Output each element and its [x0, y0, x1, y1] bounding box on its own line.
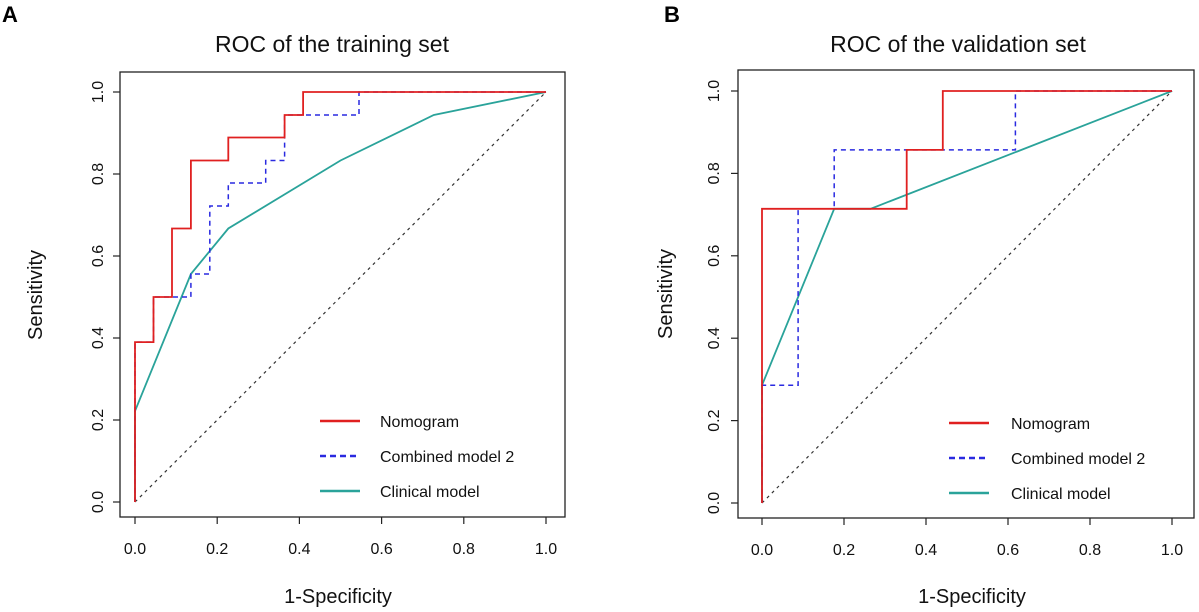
x-tick-label-a: 0.2 — [206, 541, 228, 558]
x-axis-label-b: 1-Specificity — [918, 586, 1026, 608]
series-group-b — [761, 90, 1173, 503]
reference-line-b — [761, 90, 1173, 504]
y-tick-label-b: 0.8 — [706, 162, 723, 184]
y-ticks-b: 0.0 0.2 0.4 0.6 0.8 1.0 — [706, 80, 738, 514]
reference-diagonal-b — [761, 90, 1173, 504]
y-tick-label-a: 0.8 — [90, 163, 107, 185]
panel-a: A ROC of the training set 0.0 0.2 0.4 0.6 0.… — [2, 2, 566, 608]
y-tick-label-a: 0.6 — [90, 245, 107, 267]
series-group-a — [134, 91, 547, 502]
x-tick-label-a: 0.8 — [453, 541, 475, 558]
x-tick-label-a: 0.4 — [288, 541, 310, 558]
panel-letter-b: B — [664, 2, 680, 27]
legend-label-nomogram-a: Nomogram — [380, 414, 459, 431]
x-tick-label-b: 0.4 — [915, 542, 937, 559]
y-axis-label-b: Sensitivity — [655, 249, 677, 339]
y-tick-label-a: 0.4 — [90, 327, 107, 349]
legend-label-clinical-model-a: Clinical model — [380, 484, 480, 501]
series-line-nomogram-a — [134, 91, 546, 502]
x-tick-label-a: 0.0 — [124, 541, 146, 558]
legend-a: Nomogram Combined model 2 Clinical model — [320, 414, 514, 501]
legend-label-combined-model-2-a: Combined model 2 — [380, 449, 514, 466]
y-ticks-a: 0.0 0.2 0.4 0.6 0.8 1.0 — [90, 81, 120, 513]
x-tick-label-b: 1.0 — [1161, 542, 1183, 559]
x-ticks-b: 0.0 0.2 0.4 0.6 0.8 1.0 — [751, 518, 1183, 559]
x-tick-label-a: 0.6 — [370, 541, 392, 558]
y-tick-label-a: 0.2 — [90, 409, 107, 431]
plot-frame-a — [119, 71, 566, 518]
y-tick-label-a: 1.0 — [90, 81, 107, 103]
x-ticks-a: 0.0 0.2 0.4 0.6 0.8 1.0 — [124, 517, 557, 558]
series-line-nomogram-b — [761, 90, 1172, 503]
series-line-combined-model-2-b — [761, 90, 1172, 503]
x-axis-label-a: 1-Specificity — [284, 586, 392, 608]
y-tick-label-a: 0.0 — [90, 491, 107, 513]
y-tick-label-b: 1.0 — [706, 80, 723, 102]
legend-b: Nomogram Combined model 2 Clinical model — [949, 416, 1145, 503]
plot-frame-b — [737, 69, 1195, 519]
panel-letter-a: A — [2, 2, 18, 27]
y-tick-label-b: 0.2 — [706, 409, 723, 431]
chart-title-a: ROC of the training set — [215, 31, 450, 57]
x-tick-label-b: 0.0 — [751, 542, 773, 559]
legend-label-combined-model-2-b: Combined model 2 — [1011, 451, 1145, 468]
y-tick-label-b: 0.6 — [706, 245, 723, 267]
y-tick-label-b: 0.4 — [706, 327, 723, 349]
y-axis-label-a: Sensitivity — [25, 250, 47, 340]
x-tick-label-b: 0.2 — [833, 542, 855, 559]
reference-diagonal-a — [134, 91, 547, 503]
x-tick-label-b: 0.6 — [997, 542, 1019, 559]
panel-b: B ROC of the validation set 0.0 0.2 0.4 0.6… — [655, 2, 1195, 608]
y-tick-label-b: 0.0 — [706, 492, 723, 514]
legend-label-nomogram-b: Nomogram — [1011, 416, 1090, 433]
chart-title-b: ROC of the validation set — [830, 31, 1086, 57]
x-tick-label-a: 1.0 — [535, 541, 557, 558]
reference-line-a — [134, 91, 547, 503]
x-tick-label-b: 0.8 — [1079, 542, 1101, 559]
legend-label-clinical-model-b: Clinical model — [1011, 486, 1111, 503]
